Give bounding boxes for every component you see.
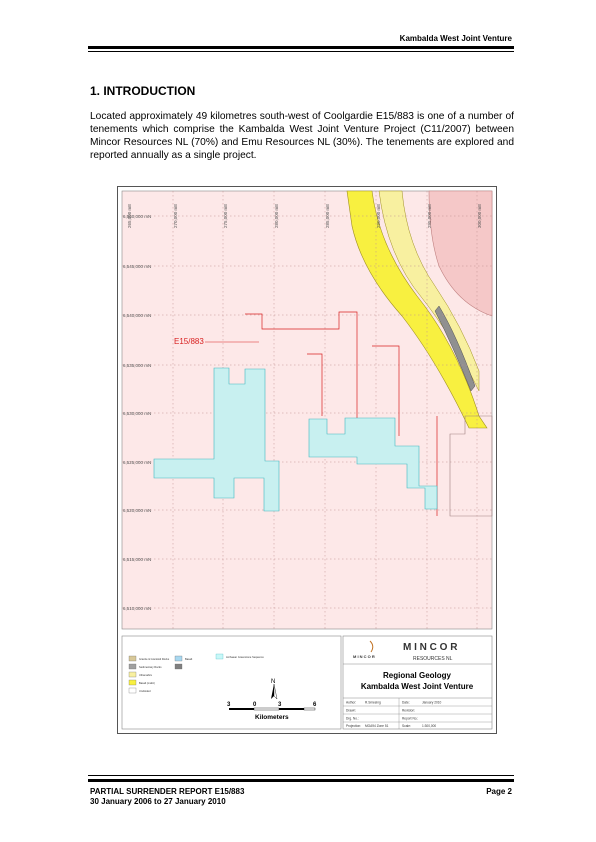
scale-bar: 3 0 3 6 Kilometers [227, 702, 317, 721]
section-heading: 1. INTRODUCTION [90, 84, 196, 98]
legend-panel [121, 635, 342, 730]
footer-left: PARTIAL SURRENDER REPORT E15/883 30 Janu… [90, 787, 244, 807]
svg-text:Projection:: Projection: [346, 724, 361, 728]
legend-label: Ultramafics [139, 673, 153, 677]
easting-label: 280,000 mE [274, 204, 279, 228]
adjacent-tenement [449, 415, 493, 517]
northing-label: 6,530,000 mN [123, 411, 151, 416]
mincor-logo: M I N C O R [353, 640, 375, 659]
svg-text:R.Smeeing: R.Smeeing [365, 701, 381, 705]
tenement-label: E15/883 [174, 337, 204, 346]
footer-report-title: PARTIAL SURRENDER REPORT E15/883 [90, 787, 245, 796]
easting-label: 295,000 mE [427, 204, 432, 228]
northing-label: 6,525,000 mN [123, 460, 151, 465]
logo-text: M I N C O R [353, 654, 375, 659]
tenement-boundary-red [245, 311, 438, 516]
footer-date-range: 30 January 2006 to 27 January 2010 [90, 797, 226, 806]
north-label: N [271, 679, 275, 685]
cyan-tenement-east [308, 417, 438, 510]
svg-text:Revision:: Revision: [402, 709, 415, 713]
easting-label: 300,000 mE [477, 204, 482, 228]
header-rule [88, 46, 514, 49]
svg-text:Report No.:: Report No.: [402, 717, 418, 721]
legend-label: Basalt (mafic) [139, 681, 155, 685]
easting-label: 270,000 mE [173, 204, 178, 228]
northing-label: 6,510,000 mN [123, 606, 151, 611]
easting-label: 285,000 mE [325, 204, 330, 228]
legend-label: Archaean Greenstone Sequence [226, 655, 264, 659]
svg-text:Scale:: Scale: [402, 724, 411, 728]
north-arrow-icon: N [271, 679, 278, 700]
regional-geology-map: 265,000 mE 270,000 mE 275,000 mE 280,000… [117, 186, 497, 734]
map-background [121, 190, 493, 630]
legend-swatches: Granite & Granitoid Rocks Sedimentary Ro… [128, 653, 264, 694]
map-title: Regional Geology [383, 671, 452, 680]
map-subtitle: Kambalda West Joint Venture [361, 682, 474, 691]
legend-label: Basalt [185, 657, 192, 661]
svg-text:Author:: Author: [346, 701, 356, 705]
svg-text:0: 0 [253, 702, 257, 708]
scale-unit: Kilometers [255, 714, 289, 721]
legend-label: Granite & Granitoid Rocks [139, 657, 170, 661]
svg-text:3: 3 [278, 702, 282, 708]
page-number: Page 2 [486, 787, 512, 796]
svg-text:MGA94 Zone 51: MGA94 Zone 51 [365, 724, 389, 728]
svg-text:Drawn:: Drawn: [346, 709, 356, 713]
legend-label: Sedimentary Rocks [139, 665, 162, 669]
svg-text:Drg. No.:: Drg. No.: [346, 717, 359, 721]
svg-text:1:300,000: 1:300,000 [422, 724, 436, 728]
northing-label: 6,515,000 mN [123, 557, 151, 562]
map-grid [122, 191, 492, 629]
northing-label: 6,520,000 mN [123, 508, 151, 513]
easting-label: 265,000 mE [127, 204, 132, 228]
cyan-tenement-west [153, 367, 280, 512]
svg-text:Date:: Date: [402, 701, 410, 705]
easting-label: 275,000 mE [223, 204, 228, 228]
svg-text:6: 6 [313, 702, 317, 708]
grey-band [434, 305, 476, 392]
running-header: Kambalda West Joint Venture [399, 34, 512, 43]
company-sub: RESOURCES NL [413, 656, 453, 662]
svg-text:3: 3 [227, 702, 231, 708]
footer-rule-thin [88, 775, 514, 776]
company-name: M I N C O R [403, 642, 458, 653]
northing-label: 6,545,000 mN [123, 264, 151, 269]
easting-label: 290,000 mE [376, 204, 381, 228]
northing-label: 6,535,000 mN [123, 363, 151, 368]
yellow-belt [346, 190, 488, 429]
footer-rule [88, 779, 514, 782]
northing-label: 6,540,000 mN [123, 313, 151, 318]
legend-label: Undivided [139, 689, 151, 693]
header-rule-thin [88, 51, 514, 52]
title-block [342, 635, 493, 730]
intro-paragraph: Located approximately 49 kilometres sout… [90, 111, 514, 161]
northing-label: 6,550,000 mN [123, 214, 151, 219]
svg-text:January 2010: January 2010 [422, 701, 442, 705]
